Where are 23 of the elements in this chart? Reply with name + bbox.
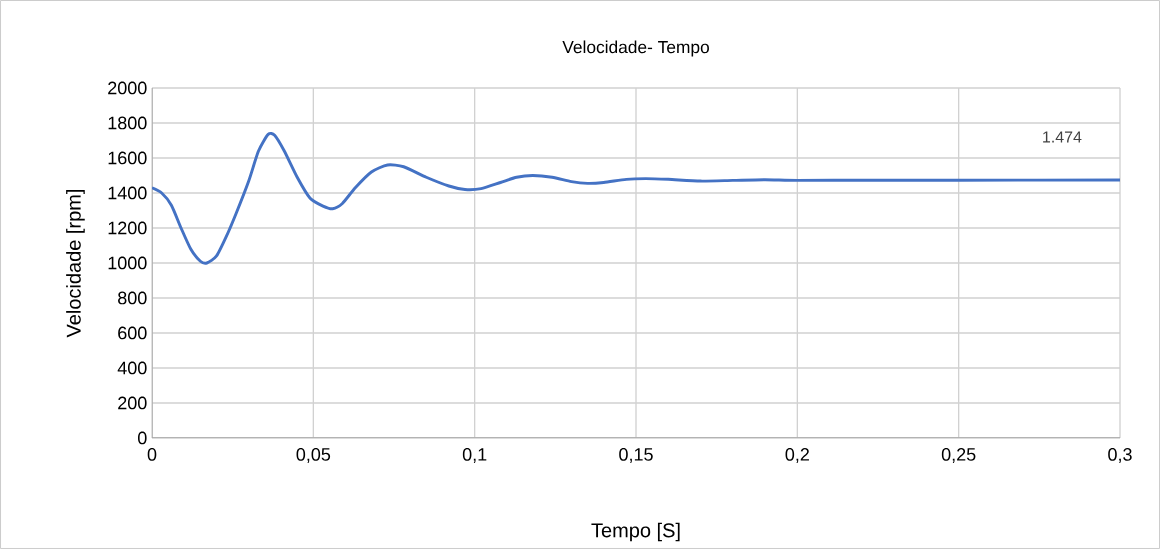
y-tick-label: 1800 xyxy=(108,116,147,130)
x-tick-label: 0,25 xyxy=(941,448,976,463)
y-tick-label: 400 xyxy=(117,361,147,375)
y-tick-label: 1200 xyxy=(108,221,147,235)
y-tick-label: 1000 xyxy=(108,256,147,270)
x-tick-label: 0,15 xyxy=(619,448,653,463)
x-tick-label: 0,2 xyxy=(785,448,809,463)
y-axis-title: Velocidade [rpm] xyxy=(66,189,85,338)
x-tick-label: 0,3 xyxy=(1108,448,1132,463)
x-tick-label: 0,1 xyxy=(462,448,487,463)
x-tick-label: 0,05 xyxy=(296,448,331,463)
y-tick-label: 2000 xyxy=(108,81,147,95)
y-tick-label: 800 xyxy=(118,291,147,305)
chart-title: Velocidade- Tempo xyxy=(562,40,709,57)
y-tick-label: 600 xyxy=(118,326,147,340)
annotation: 1.474 xyxy=(1043,131,1082,143)
x-tick-label: 0 xyxy=(147,448,157,461)
y-tick-label: 200 xyxy=(118,396,147,410)
y-tick-label: 1600 xyxy=(108,151,147,165)
x-axis-title: Tempo [S] xyxy=(591,522,680,542)
y-tick-label: 1400 xyxy=(108,186,147,200)
line-series xyxy=(152,131,1120,265)
y-tick-label: 0 xyxy=(138,431,147,445)
